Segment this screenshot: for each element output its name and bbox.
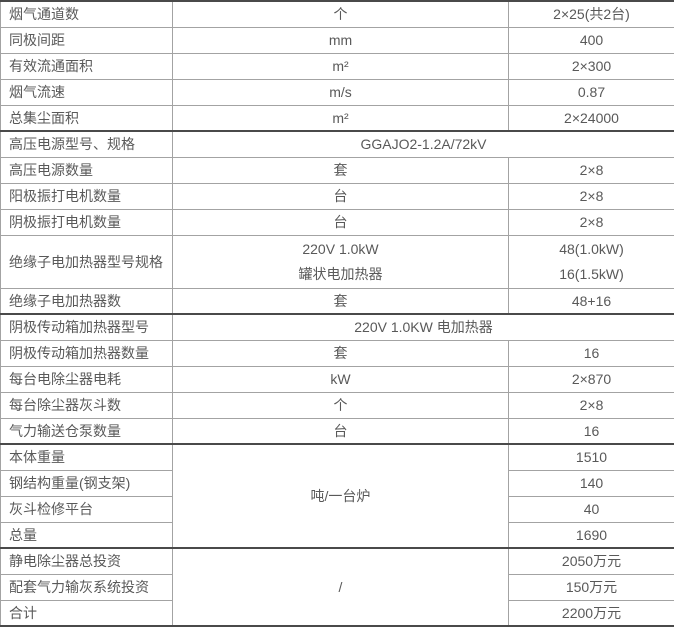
value-cell: 2×8	[508, 391, 674, 419]
value-cell: 16	[508, 339, 674, 367]
unit-cell: 台	[172, 417, 509, 445]
cell-line: 16(1.5kW)	[559, 265, 624, 282]
table-row: 同极间距 mm 400	[0, 26, 674, 54]
unit-cell: 台	[172, 182, 509, 210]
table-row: 气力输送仓泵数量台 16	[0, 417, 674, 445]
table-row: 烟气流速 m/s 0.87	[0, 78, 674, 106]
value-cell: 2×870	[508, 365, 674, 393]
unit-cell: 220V 1.0kW 罐状电加热器	[172, 234, 509, 289]
value-cell: 2200万元	[508, 599, 674, 627]
unit-cell: 吨/一台炉	[172, 443, 509, 549]
value-cell: 2×25(共2台)	[508, 0, 674, 28]
value-cell: 16	[508, 417, 674, 445]
param-label-cell: 静电除尘器总投资	[0, 547, 173, 575]
unit-cell: m²	[172, 52, 509, 80]
unit-cell: 个	[172, 0, 509, 28]
table-row: 总集尘面积 m² 2×24000	[0, 104, 674, 132]
table-row: 配套气力输灰系统投资 150万元	[0, 573, 674, 601]
table-row: 合计 2200万元	[0, 599, 674, 627]
value-cell: GGAJO2-1.2A/72kV	[172, 130, 674, 158]
param-label-cell: 阴极传动箱加热器型号	[0, 313, 173, 341]
cell-line: 220V 1.0kW	[302, 240, 379, 257]
value-cell: 40	[508, 495, 674, 523]
param-label-cell: 气力输送仓泵数量	[0, 417, 173, 445]
unit-cell: /	[172, 547, 509, 627]
unit-cell: kW	[172, 365, 509, 393]
value-cell: 2×24000	[508, 104, 674, 132]
param-label-cell: 阳极振打电机数量	[0, 182, 173, 210]
table-row: 总量 1690	[0, 521, 674, 549]
table-row: 烟气通道数个 2×25(共2台)	[0, 0, 674, 28]
param-label-cell: 配套气力输灰系统投资	[0, 573, 173, 601]
cell-line: 罐状电加热器	[298, 265, 383, 282]
unit-cell: 台	[172, 208, 509, 236]
unit-cell: 套	[172, 287, 509, 315]
unit-cell: m²	[172, 104, 509, 132]
value-cell: 220V 1.0KW 电加热器	[172, 313, 674, 341]
table-row: 绝缘子电加热器型号规格 220V 1.0kW 罐状电加热器 48(1.0kW) 16(1…	[0, 234, 674, 289]
param-label-cell: 每台电除尘器电耗	[0, 365, 173, 393]
value-cell: 2×8	[508, 182, 674, 210]
table-row: 每台电除尘器电耗 kW 2×870	[0, 365, 674, 393]
table-row: 高压电源数量套 2×8	[0, 156, 674, 184]
table-row: 钢结构重量(钢支架) 140	[0, 469, 674, 497]
table-row: 本体重量 吨/一台炉 1510	[0, 443, 674, 549]
table-row: 阴极传动箱加热器型号 220V 1.0KW 电加热器	[0, 313, 674, 341]
value-cell: 2×300	[508, 52, 674, 80]
param-label-cell: 合计	[0, 599, 173, 627]
value-cell: 2×8	[508, 208, 674, 236]
param-label-cell: 总集尘面积	[0, 104, 173, 132]
param-label-cell: 烟气流速	[0, 78, 173, 106]
param-label-cell: 灰斗检修平台	[0, 495, 173, 523]
value-cell: 2050万元	[508, 547, 674, 575]
table-row: 有效流通面积 m² 2×300	[0, 52, 674, 80]
param-label-cell: 绝缘子电加热器型号规格	[0, 234, 173, 289]
value-cell: 0.87	[508, 78, 674, 106]
unit-cell: 套	[172, 339, 509, 367]
param-label-cell: 每台除尘器灰斗数	[0, 391, 173, 419]
param-label-cell: 高压电源数量	[0, 156, 173, 184]
cell-line: 48(1.0kW)	[559, 240, 624, 257]
value-cell: 1510	[508, 443, 674, 471]
table-row: 每台除尘器灰斗数个 2×8	[0, 391, 674, 419]
param-label-cell: 阴极传动箱加热器数量	[0, 339, 173, 367]
unit-cell: 套	[172, 156, 509, 184]
table-row: 静电除尘器总投资/2050万元	[0, 547, 674, 627]
value-cell: 400	[508, 26, 674, 54]
param-label-cell: 高压电源型号、规格	[0, 130, 173, 158]
value-cell: 140	[508, 469, 674, 497]
value-cell: 2×8	[508, 156, 674, 184]
table-row: 阴极传动箱加热器数量套 16	[0, 339, 674, 367]
param-label-cell: 阴极振打电机数量	[0, 208, 173, 236]
table-row: 绝缘子电加热器数套 48+16	[0, 287, 674, 315]
unit-cell: 个	[172, 391, 509, 419]
table-row: 灰斗检修平台 40	[0, 495, 674, 523]
table-row: 阴极振打电机数量台 2×8	[0, 208, 674, 236]
param-label-cell: 钢结构重量(钢支架)	[0, 469, 173, 497]
value-cell: 1690	[508, 521, 674, 549]
table-row: 阳极振打电机数量台 2×8	[0, 182, 674, 210]
param-label-cell: 总量	[0, 521, 173, 549]
value-cell: 48+16	[508, 287, 674, 315]
unit-cell: m/s	[172, 78, 509, 106]
param-label-cell: 烟气通道数	[0, 0, 173, 28]
param-label-cell: 同极间距	[0, 26, 173, 54]
value-cell: 48(1.0kW) 16(1.5kW)	[508, 234, 674, 289]
param-label-cell: 绝缘子电加热器数	[0, 287, 173, 315]
param-label-cell: 本体重量	[0, 443, 173, 471]
value-cell: 150万元	[508, 573, 674, 601]
unit-cell: mm	[172, 26, 509, 54]
param-label-cell: 有效流通面积	[0, 52, 173, 80]
table-row: 高压电源型号、规格 GGAJO2-1.2A/72kV	[0, 130, 674, 158]
